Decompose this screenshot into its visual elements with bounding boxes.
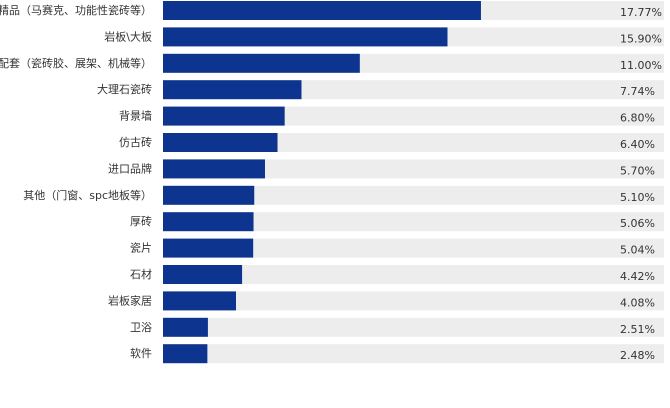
bar-track (163, 344, 664, 364)
bar (163, 27, 448, 47)
bar (163, 53, 360, 73)
category-label: 大理石瓷砖 (97, 82, 152, 96)
bar (163, 133, 278, 152)
bar (163, 1, 481, 20)
value-label: 5.04% (620, 244, 655, 257)
category-label: 其他（门窗、spc地板等） (23, 188, 152, 202)
bar (163, 106, 285, 126)
bar-track (163, 185, 664, 205)
bar-track (163, 106, 664, 126)
bar-track (163, 238, 664, 258)
value-label: 17.77% (620, 6, 662, 19)
category-label: 岩板家居 (108, 293, 152, 307)
bar (163, 265, 243, 284)
category-label: 厚砖 (130, 214, 152, 228)
bar (163, 291, 237, 311)
value-label: 2.51% (620, 323, 655, 336)
bar (163, 212, 254, 232)
value-label: 5.70% (620, 164, 655, 177)
bar-track (163, 212, 664, 232)
category-label: 瓷片 (130, 241, 152, 255)
bar-track (163, 265, 664, 284)
bar (163, 80, 302, 100)
bar-track (163, 317, 664, 337)
value-label: 6.40% (620, 138, 655, 151)
category-label: 陶瓷配套（瓷砖胶、展架、机械等） (0, 56, 152, 70)
bar (163, 159, 265, 179)
bar (163, 317, 208, 337)
bar (163, 344, 208, 364)
value-label: 15.90% (620, 32, 662, 45)
bar-track (163, 159, 664, 179)
category-label: 背景墙 (119, 109, 152, 123)
value-label: 11.00% (620, 59, 662, 72)
value-label: 2.48% (620, 349, 655, 362)
category-label: 卫浴 (130, 321, 152, 334)
category-label: 特色精品（马赛克、功能性瓷砖等） (0, 3, 152, 17)
bar-track (163, 133, 664, 152)
category-label: 进口品牌 (108, 161, 152, 175)
value-label: 4.08% (620, 296, 655, 309)
value-label: 5.06% (620, 217, 655, 230)
bar-track (163, 291, 664, 311)
category-label: 仿古砖 (119, 135, 152, 149)
value-label: 4.42% (620, 270, 655, 283)
category-label: 岩板\大板 (104, 29, 152, 43)
category-label: 软件 (130, 346, 152, 360)
bar (163, 238, 254, 258)
value-label: 6.80% (620, 112, 655, 125)
value-label: 5.10% (620, 191, 655, 204)
bar (163, 185, 255, 205)
value-label: 7.74% (620, 85, 655, 98)
category-label: 石材 (130, 267, 152, 281)
